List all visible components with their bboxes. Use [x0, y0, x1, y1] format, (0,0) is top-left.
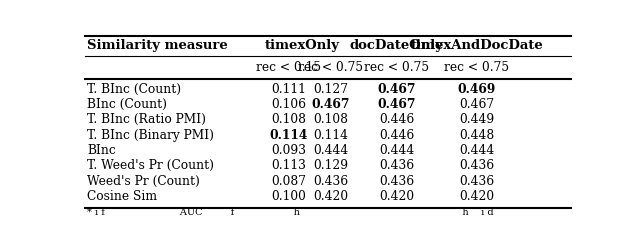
Text: 0.087: 0.087: [271, 174, 306, 188]
Text: 0.100: 0.100: [271, 190, 306, 203]
Text: 0.108: 0.108: [313, 113, 348, 126]
Text: 0.446: 0.446: [379, 113, 414, 126]
Text: 0.444: 0.444: [379, 144, 414, 157]
Text: 0.111: 0.111: [271, 83, 306, 95]
Text: 0.114: 0.114: [313, 129, 348, 142]
Text: 0.420: 0.420: [313, 190, 348, 203]
Text: rec < 0.75: rec < 0.75: [444, 61, 509, 74]
Text: 0.448: 0.448: [459, 129, 495, 142]
Text: 0.420: 0.420: [460, 190, 494, 203]
Text: 0.093: 0.093: [271, 144, 306, 157]
Text: rec < 0.15: rec < 0.15: [256, 61, 321, 74]
Text: 0.467: 0.467: [311, 98, 349, 111]
Text: 0.467: 0.467: [377, 98, 416, 111]
Text: 0.436: 0.436: [379, 174, 414, 188]
Text: BInc (Count): BInc (Count): [88, 98, 168, 111]
Text: T. BInc (Ratio PMI): T. BInc (Ratio PMI): [88, 113, 207, 126]
Text: Weed's Pr (Count): Weed's Pr (Count): [88, 174, 200, 188]
Text: 0.436: 0.436: [460, 159, 494, 172]
Text: 0.449: 0.449: [459, 113, 495, 126]
Text: 0.467: 0.467: [377, 83, 416, 95]
Text: 0.467: 0.467: [460, 98, 494, 111]
Text: BInc: BInc: [88, 144, 116, 157]
Text: 0.113: 0.113: [271, 159, 306, 172]
Text: docDateOnly: docDateOnly: [349, 40, 444, 52]
Text: T. Weed's Pr (Count): T. Weed's Pr (Count): [88, 159, 214, 172]
Text: 0.436: 0.436: [313, 174, 348, 188]
Text: timexOnly: timexOnly: [265, 40, 340, 52]
Text: 0.444: 0.444: [313, 144, 348, 157]
Text: 0.127: 0.127: [313, 83, 348, 95]
Text: 0.129: 0.129: [313, 159, 348, 172]
Text: timexAndDocDate: timexAndDocDate: [410, 40, 543, 52]
Text: 0.108: 0.108: [271, 113, 306, 126]
Text: 0.420: 0.420: [379, 190, 414, 203]
Text: Cosine Sim: Cosine Sim: [88, 190, 157, 203]
Text: rec < 0.75: rec < 0.75: [364, 61, 429, 74]
Text: 0.446: 0.446: [379, 129, 414, 142]
Text: T. BInc (Binary PMI): T. BInc (Binary PMI): [88, 129, 214, 142]
Text: 0.469: 0.469: [458, 83, 496, 95]
Text: 0.436: 0.436: [379, 159, 414, 172]
Text: 0.106: 0.106: [271, 98, 306, 111]
Text: 0.444: 0.444: [459, 144, 495, 157]
Text: T. BInc (Count): T. BInc (Count): [88, 83, 182, 95]
Text: 0.114: 0.114: [269, 129, 307, 142]
Text: 0.436: 0.436: [460, 174, 494, 188]
Text: Similarity measure: Similarity measure: [88, 40, 228, 52]
Text: rec < 0.75: rec < 0.75: [298, 61, 363, 74]
Text: * i f                        AUC         f                   h                  : * i f AUC f h: [88, 208, 494, 217]
